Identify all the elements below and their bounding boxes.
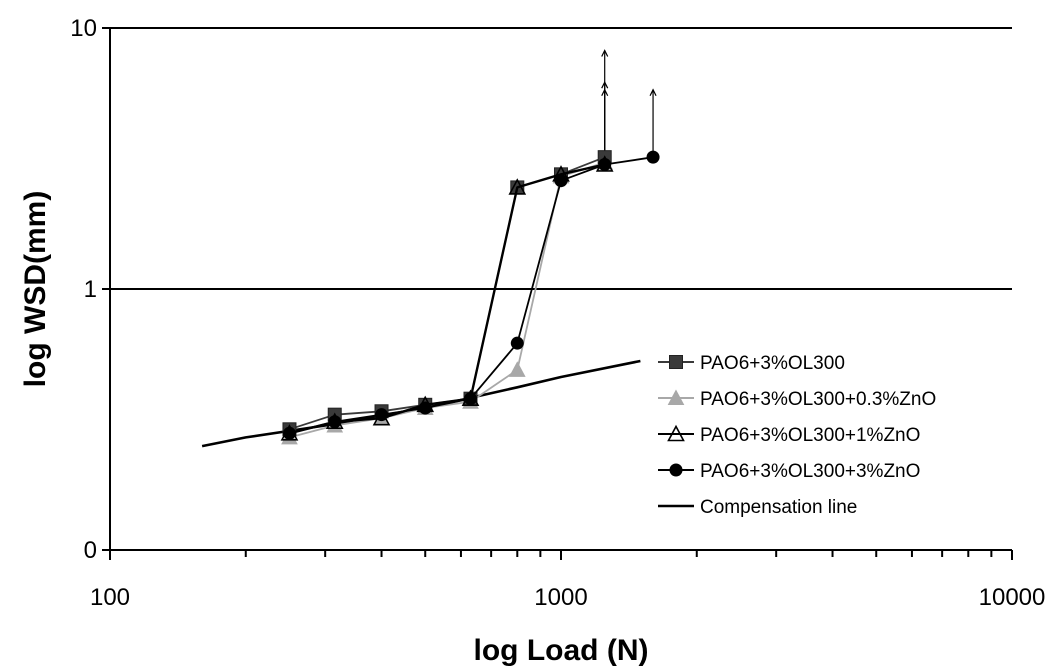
data-point-circle <box>510 336 524 350</box>
data-point-circle <box>554 174 568 188</box>
series-line-pao6-3-ol300 <box>289 156 606 431</box>
legend-label: PAO6+3%OL300+1%ZnO <box>700 425 920 446</box>
legend-label: Compensation line <box>700 497 857 518</box>
data-series <box>280 150 660 445</box>
x-tick-label: 1000 <box>534 584 587 611</box>
y-axis-title: log WSD(mm) <box>19 191 52 388</box>
failure-arrows <box>601 49 657 158</box>
data-point-circle <box>282 426 296 440</box>
failure-arrow-head <box>601 49 609 57</box>
data-point-triangle-open <box>508 178 527 195</box>
x-axis-title: log Load (N) <box>474 634 649 667</box>
legend-label: PAO6+3%OL300+3%ZnO <box>700 461 920 482</box>
failure-arrow-head <box>649 88 657 97</box>
data-point-circle <box>328 415 342 429</box>
data-point-circle <box>646 150 660 164</box>
tick-labels: 100 1000 10000 0 1 10 <box>70 15 1045 611</box>
series-line-pao6-3-ol300-0-3-zno <box>289 161 605 439</box>
failure-arrow-head <box>601 88 609 97</box>
data-point-circle <box>464 392 478 406</box>
data-point-circle <box>669 463 683 477</box>
data-point-triangle-open <box>667 424 685 442</box>
y-tick-label: 1 <box>84 276 97 303</box>
legend-label: PAO6+3%OL300+0.3%ZnO <box>700 389 936 410</box>
series-line-pao6-3-ol300-1-zno <box>289 163 605 435</box>
chart-gridlines <box>110 27 1012 290</box>
legend-label: PAO6+3%OL300 <box>700 353 845 374</box>
data-point-circle <box>375 408 389 422</box>
y-tick-label: 0 <box>84 537 97 564</box>
failure-arrow-head <box>601 80 609 89</box>
chart-axes <box>102 27 1013 560</box>
data-point-circle <box>418 401 432 415</box>
data-point-square <box>669 355 683 369</box>
data-point-triangle <box>667 389 685 405</box>
data-point-triangle <box>508 361 526 377</box>
y-tick-label: 10 <box>70 15 97 42</box>
legend: PAO6+3%OL300 PAO6+3%OL300+0.3%ZnO PAO6+3%O… <box>658 353 936 518</box>
x-tick-label: 10000 <box>979 584 1046 611</box>
x-tick-label: 100 <box>90 584 130 611</box>
data-point-circle <box>598 157 612 171</box>
